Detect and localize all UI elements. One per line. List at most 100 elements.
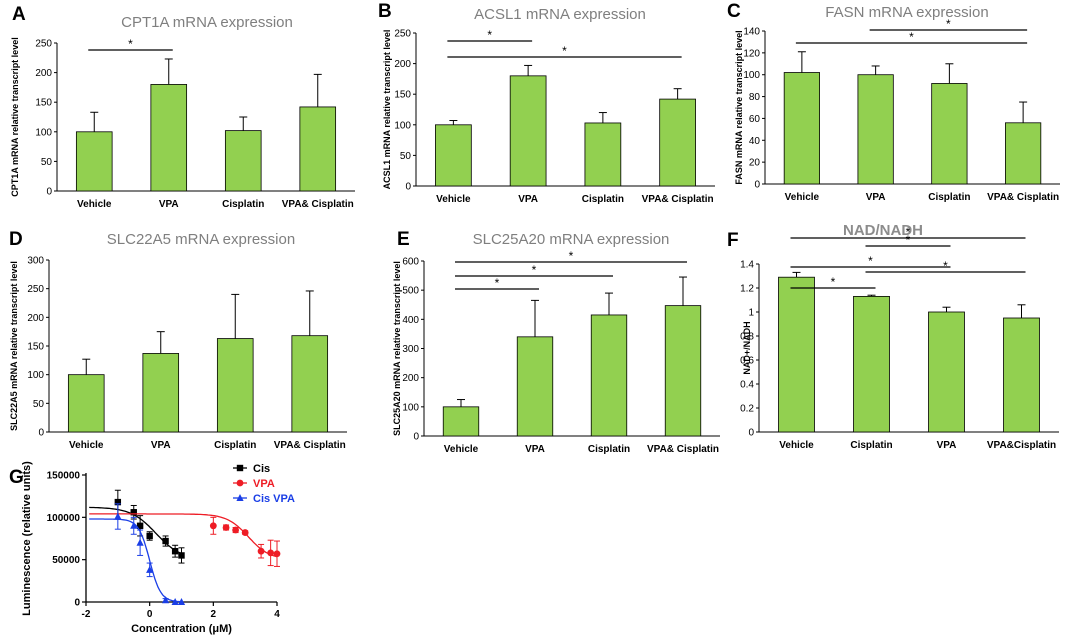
panel-a: A CPT1A mRNA expression 0 50 100 150 200 250 CPT… [10,4,355,210]
y-tick-label: 150 [394,90,411,101]
y-tick-label: 1.2 [740,284,754,295]
bar-vehicle [442,406,480,437]
y-axis-label: SLC22A5 mRNA relative transcript level [9,261,19,431]
x-tick-label: Vehicle [69,440,104,451]
x-tick-label: VPA [518,194,538,205]
data-point-cis [171,548,179,555]
data-point-vpa [236,479,244,487]
x-tick-label: VPA& Cisplatin [274,440,346,451]
y-tick-label: 50000 [52,555,80,566]
y-tick-label: 150 [35,98,52,109]
chart-title: CPT1A mRNA expression [121,14,293,31]
data-point-cis [114,498,122,506]
y-tick-label: 50 [400,151,412,162]
chart-title: FASN mRNA expression [825,4,988,21]
y-tick-label: 0 [754,180,760,191]
y-axis-label: Luminescence (relative units) [21,461,33,616]
chart-title: ACSL1 mRNA expression [474,6,646,23]
data-point-cis-vpa [171,598,179,605]
x-tick-label: 4 [274,609,280,620]
x-axis-label: Concentration (μM) [131,623,232,635]
panel-d: D SLC22A5 mRNA expression 0 50 100 150 200 250 3… [9,229,347,451]
data-point-cis [136,522,144,529]
data-point-vpa [222,524,230,531]
significance-label: * [495,276,500,290]
y-tick-label: 250 [35,39,52,50]
bar-cisplatin [216,338,254,433]
chart-title: SLC22A5 mRNA expression [107,231,295,248]
x-tick-label: Vehicle [77,199,112,210]
x-tick-label: Vehicle [444,444,479,455]
fit-curve [89,518,182,603]
data-point-vpa [273,550,281,558]
data-point-vpa [232,526,240,534]
significance-label: * [946,17,951,31]
bar-vehicle [435,124,472,187]
data-point-vpa [257,547,265,555]
y-tick-label: 100 [402,402,419,413]
bar-cisplatin [853,295,890,433]
y-axis-label: CPT1A mRNA relative transcript level [10,37,20,196]
legend-entry: Cis VPA [233,493,295,505]
y-tick-label: 1.4 [740,260,754,271]
data-point-cis [162,537,169,545]
x-tick-label: VPA& Cisplatin [647,444,719,455]
legend-label: Cis VPA [253,493,295,505]
x-tick-label: Cisplatin [588,444,630,455]
x-tick-label: Cisplatin [928,192,970,203]
x-tick-label: Cisplatin [850,440,892,451]
bar-vpa [150,84,188,192]
y-tick-label: 0 [413,432,419,443]
x-tick-label: VPA&Cisplatin [987,440,1056,451]
y-tick-label: 200 [35,68,52,79]
bar-vpa-cisplatin [664,305,702,437]
y-tick-label: 0.4 [740,380,754,391]
y-tick-label: 150 [27,342,44,353]
y-tick-label: 100 [743,70,760,81]
bar-vpa-cisplatin [299,106,337,192]
y-tick-label: 100 [394,120,411,131]
data-point-cis-vpa [177,598,186,605]
legend-entry: Cis [233,463,270,475]
y-tick-label: 50 [33,399,45,410]
legend-label: VPA [253,478,275,490]
significance-label: * [906,233,911,247]
x-tick-label: -2 [82,609,91,620]
panel-e: E SLC25A20 mRNA expression 0 100 200 300 400 50… [392,229,720,455]
panel-letter: B [378,1,392,22]
y-tick-label: 1 [748,308,754,319]
significance-label: * [831,275,836,289]
x-tick-label: VPA& Cisplatin [282,199,354,210]
significance-label: * [906,225,911,239]
y-tick-label: 100 [35,127,52,138]
data-point-cis [236,464,244,472]
data-point-cis [146,532,153,540]
bar-vpa [928,311,965,433]
y-tick-label: 0.8 [740,332,754,343]
y-tick-label: 80 [749,92,761,103]
y-axis-label: NAD+/NADH [742,321,752,374]
y-tick-label: 0 [748,428,754,439]
y-tick-label: 100 [27,370,44,381]
x-tick-label: VPA [151,440,171,451]
data-point-vpa [241,529,249,536]
y-tick-label: 300 [402,344,419,355]
data-point-vpa [209,522,217,530]
data-point-cis [130,509,137,516]
y-tick-label: 200 [402,373,419,384]
x-tick-label: Vehicle [779,440,814,451]
y-tick-label: 300 [27,256,44,267]
y-tick-label: 100000 [47,513,81,524]
x-tick-label: Vehicle [785,192,820,203]
x-tick-label: 0 [147,609,153,620]
legend-label: Cis [253,463,270,475]
y-tick-label: 60 [749,114,761,125]
y-tick-label: 0 [38,428,44,439]
y-tick-label: 600 [402,257,419,268]
x-tick-label: Vehicle [436,194,471,205]
bar-vehicle [783,72,820,185]
series-vpa [89,513,281,567]
x-tick-label: VPA [159,199,179,210]
x-tick-label: VPA& Cisplatin [987,192,1059,203]
